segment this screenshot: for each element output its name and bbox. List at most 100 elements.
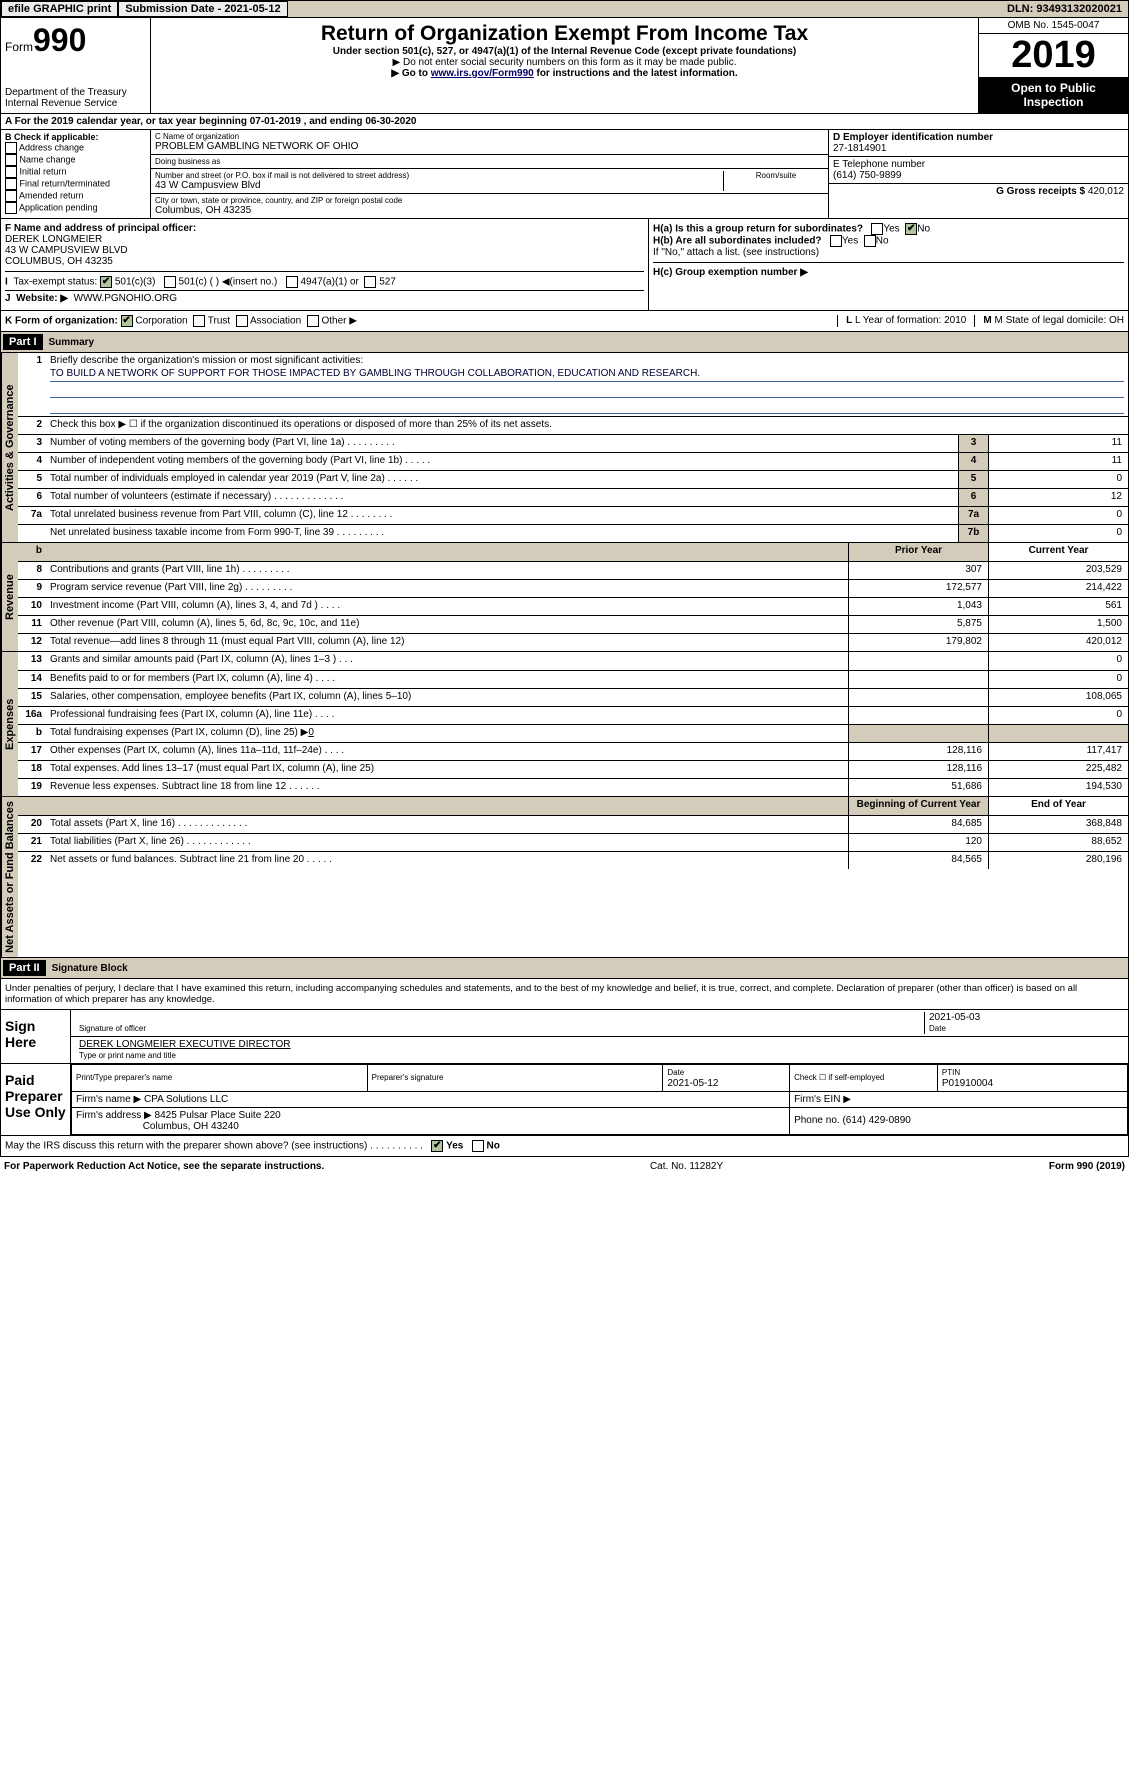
irs-link[interactable]: www.irs.gov/Form990 — [431, 68, 534, 79]
org-name: PROBLEM GAMBLING NETWORK OF OHIO — [155, 141, 824, 152]
cb-501c3[interactable] — [100, 276, 112, 288]
form-ref: Form 990 (2019) — [1049, 1161, 1125, 1172]
subtitle-1: Under section 501(c), 527, or 4947(a)(1)… — [155, 46, 974, 57]
state-domicile: M M State of legal domicile: OH — [974, 315, 1124, 327]
line-21-prior: 120 — [848, 834, 988, 851]
cb-name-change[interactable]: Name change — [5, 154, 146, 166]
officer-name-title: DEREK LONGMEIER EXECUTIVE DIRECTOR — [79, 1039, 291, 1050]
hdr-current: Current Year — [988, 543, 1128, 561]
line-14-curr: 0 — [988, 671, 1128, 688]
cb-initial-return[interactable]: Initial return — [5, 166, 146, 178]
page-footer: For Paperwork Reduction Act Notice, see … — [0, 1157, 1129, 1176]
discuss-yes[interactable] — [431, 1140, 443, 1152]
line-8-curr: 203,529 — [988, 562, 1128, 579]
form-number: Form990 — [5, 22, 146, 59]
gross-receipts: G Gross receipts $ 420,012 — [829, 184, 1128, 199]
line-13-desc: Grants and similar amounts paid (Part IX… — [46, 652, 848, 670]
cb-amended[interactable]: Amended return — [5, 190, 146, 202]
cb-501c[interactable] — [164, 276, 176, 288]
line-17-prior: 128,116 — [848, 743, 988, 760]
firm-name: CPA Solutions LLC — [144, 1094, 228, 1105]
sign-here-block: Sign Here Signature of officer 2021-05-0… — [0, 1010, 1129, 1064]
street-cell: Number and street (or P.O. box if mail i… — [151, 169, 828, 194]
cb-trust[interactable] — [193, 315, 205, 327]
ptin-value: P01910004 — [942, 1078, 993, 1089]
prep-date: 2021-05-12 — [667, 1078, 718, 1089]
efile-print-btn[interactable]: efile GRAPHIC print — [1, 1, 118, 17]
hdr-prior: Prior Year — [848, 543, 988, 561]
penalty-statement: Under penalties of perjury, I declare th… — [0, 979, 1129, 1010]
cb-app-pending[interactable]: Application pending — [5, 202, 146, 214]
cb-4947[interactable] — [286, 276, 298, 288]
line-18-desc: Total expenses. Add lines 13–17 (must eq… — [46, 761, 848, 778]
line-16a-desc: Professional fundraising fees (Part IX, … — [46, 707, 848, 724]
hb-no[interactable] — [864, 235, 876, 247]
ha-no[interactable] — [905, 223, 917, 235]
vlabel-governance: Activities & Governance — [1, 353, 18, 542]
line-15-curr: 108,065 — [988, 689, 1128, 706]
mission-text: TO BUILD A NETWORK OF SUPPORT FOR THOSE … — [50, 366, 1124, 382]
line-19-desc: Revenue less expenses. Subtract line 18 … — [46, 779, 848, 796]
open-public: Open to Public Inspection — [979, 77, 1128, 113]
year-formation: L L Year of formation: 2010 — [837, 315, 966, 327]
line-20-curr: 368,848 — [988, 816, 1128, 833]
dln: DLN: 93493132020021 — [1007, 3, 1128, 15]
sign-date: 2021-05-03 — [929, 1012, 980, 1023]
line-16b-desc: Total fundraising expenses (Part IX, col… — [46, 725, 848, 742]
paid-preparer-label: Paid Preparer Use Only — [1, 1064, 71, 1135]
cb-assoc[interactable] — [236, 315, 248, 327]
subtitle-2: ▶ Do not enter social security numbers o… — [155, 57, 974, 68]
line-22-curr: 280,196 — [988, 852, 1128, 869]
preparer-table: Print/Type preparer's name Preparer's si… — [71, 1064, 1128, 1135]
line-7b-val: 0 — [988, 525, 1128, 542]
line-21-curr: 88,652 — [988, 834, 1128, 851]
paid-preparer-block: Paid Preparer Use Only Print/Type prepar… — [0, 1064, 1129, 1136]
vlabel-expenses: Expenses — [1, 652, 18, 796]
ein-value: 27-1814901 — [833, 143, 886, 154]
line-4-val: 11 — [988, 453, 1128, 470]
ha-yes[interactable] — [871, 223, 883, 235]
hdr-end: End of Year — [988, 797, 1128, 815]
cb-other[interactable] — [307, 315, 319, 327]
website-value: WWW.PGNOHIO.ORG — [74, 293, 177, 304]
line-13-curr: 0 — [988, 652, 1128, 670]
discuss-no[interactable] — [472, 1140, 484, 1152]
omb-number: OMB No. 1545-0047 — [979, 18, 1128, 34]
line-4-desc: Number of independent voting members of … — [46, 453, 958, 470]
line-6-val: 12 — [988, 489, 1128, 506]
line-5-val: 0 — [988, 471, 1128, 488]
group-return-ha: H(a) Is this a group return for subordin… — [653, 223, 1124, 235]
line-15-prior — [848, 689, 988, 706]
self-employed-check[interactable]: Check ☐ if self-employed — [794, 1073, 884, 1082]
firm-addr1: 8425 Pulsar Place Suite 220 — [155, 1110, 281, 1121]
cb-final-return[interactable]: Final return/terminated — [5, 178, 146, 190]
subtitle-3: ▶ Go to www.irs.gov/Form990 for instruct… — [155, 68, 974, 79]
sig-officer-label: Signature of officer — [79, 1024, 146, 1033]
officer-cell: F Name and address of principal officer:… — [5, 223, 644, 267]
hdr-begin: Beginning of Current Year — [848, 797, 988, 815]
identity-block: B Check if applicable: Address change Na… — [0, 130, 1129, 219]
org-name-cell: C Name of organization PROBLEM GAMBLING … — [151, 130, 828, 155]
part1-header: Part ISummary — [0, 332, 1129, 353]
line-12-desc: Total revenue—add lines 8 through 11 (mu… — [46, 634, 848, 651]
line-3-val: 11 — [988, 435, 1128, 452]
line-9-desc: Program service revenue (Part VIII, line… — [46, 580, 848, 597]
row-a-period: A For the 2019 calendar year, or tax yea… — [0, 114, 1129, 130]
phone-cell: E Telephone number (614) 750-9899 — [829, 157, 1128, 184]
line-10-prior: 1,043 — [848, 598, 988, 615]
line-10-curr: 561 — [988, 598, 1128, 615]
phone-value: (614) 750-9899 — [833, 170, 901, 181]
line-14-desc: Benefits paid to or for members (Part IX… — [46, 671, 848, 688]
section-net-assets: Net Assets or Fund Balances Beginning of… — [0, 797, 1129, 958]
cb-address-change[interactable]: Address change — [5, 142, 146, 154]
col-b-checkboxes: B Check if applicable: Address change Na… — [1, 130, 151, 218]
cb-527[interactable] — [364, 276, 376, 288]
line-15-desc: Salaries, other compensation, employee b… — [46, 689, 848, 706]
form-header: Form990 Department of the Treasury Inter… — [0, 18, 1129, 114]
line-12-prior: 179,802 — [848, 634, 988, 651]
line-19-prior: 51,686 — [848, 779, 988, 796]
line-5-desc: Total number of individuals employed in … — [46, 471, 958, 488]
hb-yes[interactable] — [830, 235, 842, 247]
line-11-curr: 1,500 — [988, 616, 1128, 633]
cb-corp[interactable] — [121, 315, 133, 327]
